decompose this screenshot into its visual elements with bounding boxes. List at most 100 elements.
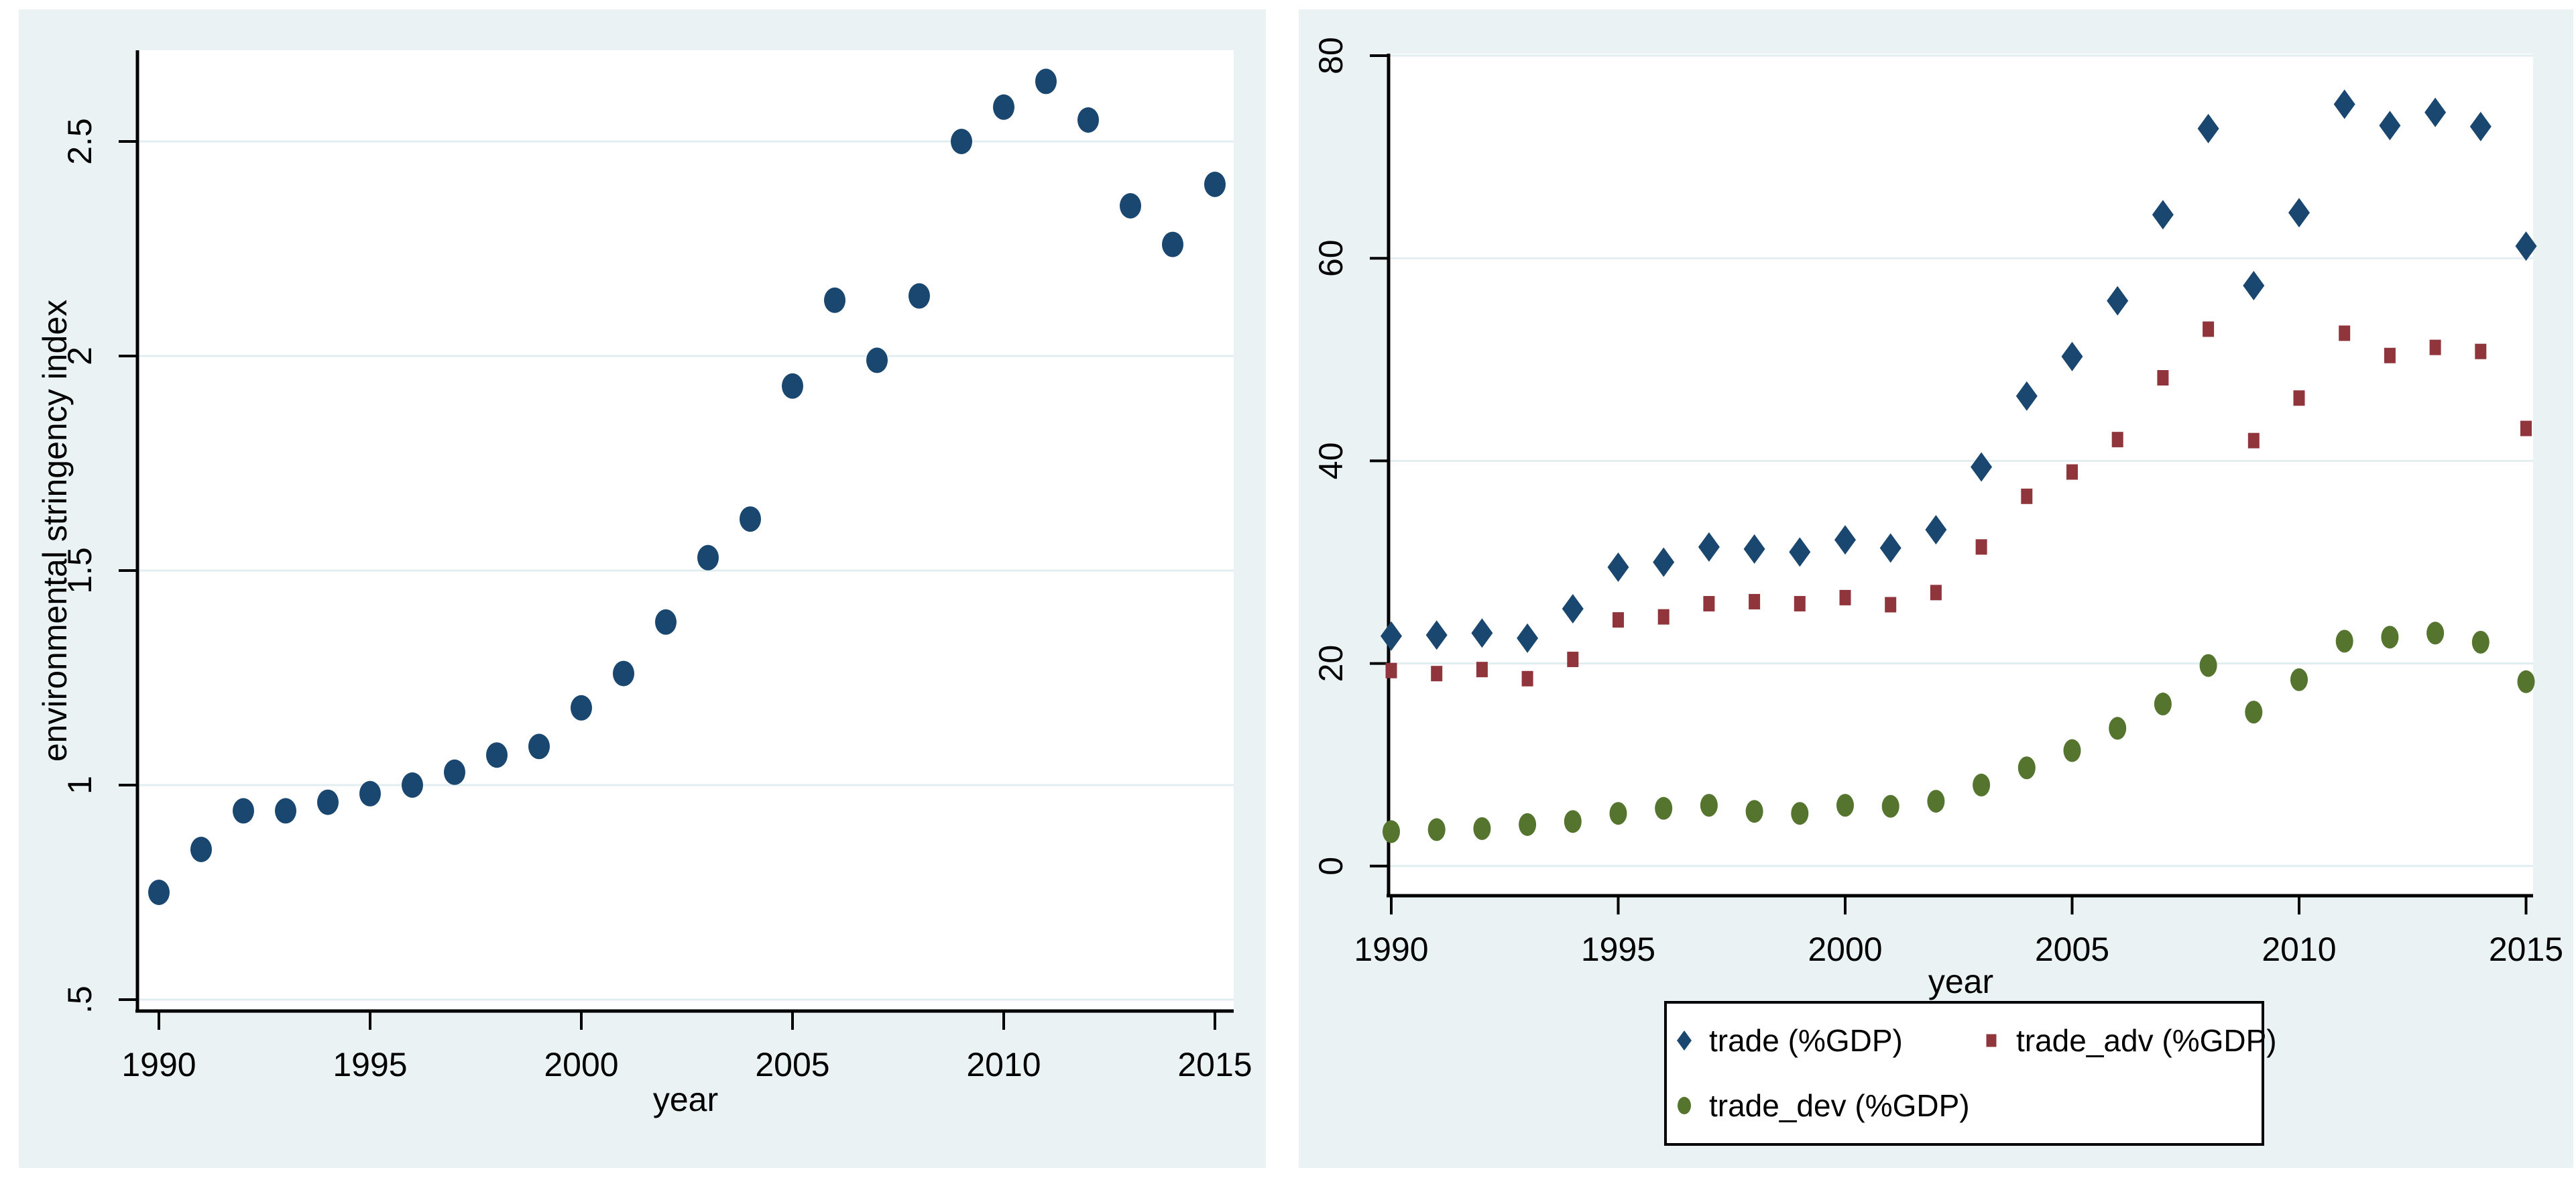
series-trade-dev-gdp [1383,621,2535,843]
data-point [866,347,888,373]
series-environmental-stringency-index [148,68,1226,905]
data-point [2471,630,2490,654]
data-point [2381,626,2399,649]
data-point [1383,820,1400,843]
x-axis-title: year [653,1081,718,1118]
data-point [2333,89,2355,119]
data-point [1567,652,1579,668]
x-tick-label: 2010 [2262,931,2336,968]
y-axis: .5 1 1.5 2 2.5 [61,50,139,1014]
x-axis: 1990 1995 2000 2005 2010 2015 [1354,894,2563,968]
x-tick-label: 2005 [2035,931,2109,968]
x-tick-label: 1990 [1354,931,1428,968]
data-point [2247,432,2260,449]
data-point [951,129,972,154]
data-point [402,772,423,798]
data-point [2339,325,2351,341]
y-tick-label: 20 [1312,645,1350,683]
data-point [2243,270,2265,300]
x-tick-label: 1995 [1581,931,1655,968]
data-point [2109,717,2127,740]
y-tick-label: 1.5 [61,547,99,594]
data-point [1927,790,1945,813]
data-point [1925,515,1947,545]
data-point [1836,794,1854,817]
data-point [1562,594,1584,624]
data-point [2111,432,2123,448]
y-tick-label: 0 [1312,857,1350,876]
legend: trade (%GDP) trade_adv (%GDP) trade_dev (%… [1664,1001,2277,1146]
data-point [1698,532,1720,562]
x-tick-label: 2000 [1808,931,1882,968]
data-point [1745,800,1763,823]
x-axis-title: year [1928,963,1993,1000]
data-point [2197,113,2219,143]
data-point [1521,670,1533,687]
series-trade-gdp [1381,89,2537,653]
data-point [1431,666,1443,682]
data-point [1473,817,1491,840]
data-point [1700,794,1718,817]
data-point [571,695,592,721]
data-point [2335,630,2353,653]
data-point [2426,621,2445,645]
legend-square-icon [1986,1034,1997,1047]
legend-circle-icon [1678,1097,1691,1114]
data-point [1077,107,1099,133]
data-point [486,742,508,768]
left-chart-panel: .5 1 1.5 2 2.5 1990 1995 2000 2005 2010 2015 enviro… [19,9,1266,1168]
data-point [190,837,212,862]
data-point [275,798,296,824]
gridlines [137,140,1234,1001]
data-point [2288,198,2310,228]
y-axis: 0 20 40 60 80 [1312,37,1391,896]
data-point [2515,231,2537,261]
data-point [1834,525,1856,555]
data-point [1519,813,1537,836]
data-point [1607,552,1629,583]
x-tick-label: 2015 [1177,1046,1252,1083]
x-tick-label: 2010 [966,1046,1041,1083]
data-point [1789,537,1811,567]
legend-diamond-icon [1677,1030,1692,1051]
data-point [909,283,930,309]
data-point [655,609,677,635]
y-tick-label: 1 [61,776,99,794]
data-point [1973,773,1991,796]
data-point [1613,612,1624,628]
data-point [2061,341,2083,371]
x-tick-label: 2000 [544,1046,618,1083]
data-point [2203,321,2215,337]
legend-label: trade (%GDP) [1709,1023,1903,1058]
plot-area [137,50,1234,1011]
data-point [2199,654,2217,677]
data-point [2017,756,2036,780]
legend-entry: trade_adv (%GDP) [1986,1023,2277,1058]
data-point [1743,534,1765,564]
legend-entry: trade (%GDP) [1677,1023,1903,1058]
data-point [1162,231,1183,257]
data-point [1879,533,1901,563]
data-point [528,733,550,760]
data-point [1425,620,1448,650]
data-point [2245,701,2263,724]
data-point [1385,662,1397,678]
gridlines [1389,54,2533,868]
y-tick-label: 2 [61,347,99,365]
y-tick-label: 40 [1312,442,1350,480]
data-point [2154,693,2172,716]
y-tick-label: 2.5 [61,118,99,165]
data-point [1794,595,1806,611]
x-tick-label: 2015 [2489,931,2563,968]
data-point [2157,369,2169,386]
plot-area [1389,54,2533,896]
data-point [613,660,634,687]
data-point [1930,585,1942,601]
data-point [1657,609,1670,625]
x-tick-label: 1990 [121,1046,196,1083]
data-point [2293,390,2305,406]
data-point [2379,111,2401,141]
y-tick-label: 60 [1312,239,1350,277]
